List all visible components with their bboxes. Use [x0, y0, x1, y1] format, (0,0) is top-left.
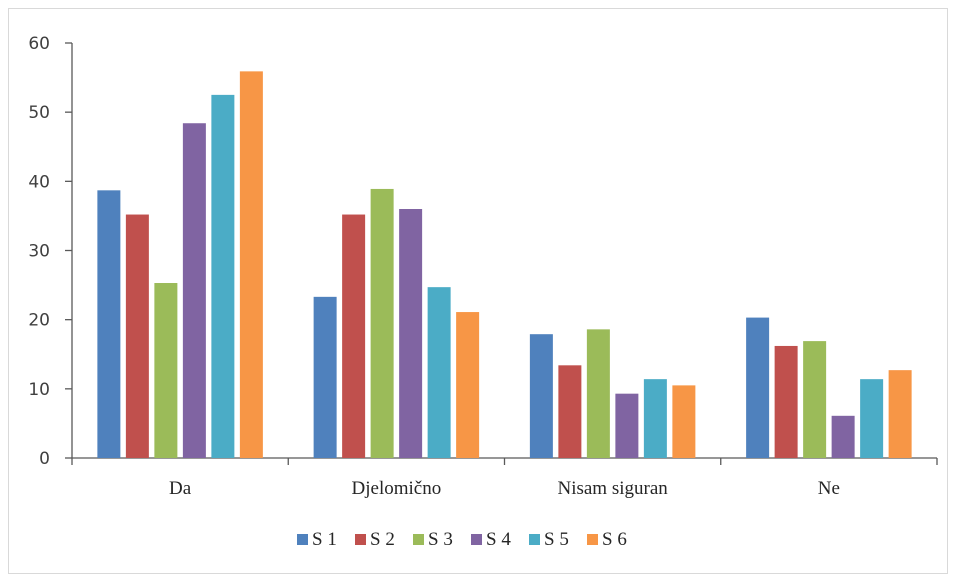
legend-item: S 5	[529, 529, 569, 550]
legend-swatch	[587, 534, 598, 545]
legend-label: S 1	[312, 529, 337, 550]
bar	[399, 209, 423, 458]
y-tick-label: 30	[28, 242, 50, 262]
bar	[615, 393, 639, 458]
bar	[342, 214, 366, 458]
bar	[97, 190, 121, 458]
legend-item: S 2	[355, 529, 395, 550]
bar	[456, 312, 480, 458]
legend: S 1 S 2 S 3 S 4 S 5 S 6	[297, 529, 627, 550]
bar	[182, 123, 206, 458]
legend-item: S 6	[587, 529, 627, 550]
legend-item: S 4	[471, 529, 511, 550]
bar	[211, 94, 235, 458]
x-tick-label: Ne	[818, 478, 840, 499]
bar	[803, 341, 827, 458]
bar	[643, 379, 667, 458]
legend-swatch	[413, 534, 424, 545]
y-tick-label: 0	[39, 449, 50, 469]
legend-swatch	[529, 534, 540, 545]
bar	[313, 296, 337, 458]
bar	[586, 329, 610, 458]
bar	[860, 379, 884, 458]
legend-label: S 2	[370, 529, 395, 550]
y-tick-label: 10	[28, 380, 50, 400]
y-tick-label: 20	[28, 311, 50, 331]
legend-label: S 3	[428, 529, 453, 550]
legend-swatch	[355, 534, 366, 545]
bar	[774, 345, 798, 458]
bar	[888, 370, 912, 458]
y-tick-label: 50	[28, 103, 50, 123]
legend-label: S 5	[544, 529, 569, 550]
legend-item: S 3	[413, 529, 453, 550]
legend-label: S 6	[602, 529, 627, 550]
bar	[746, 317, 770, 458]
x-tick-label: Nisam siguran	[557, 478, 668, 499]
y-axis: 0 10 20 30 40 50 60	[28, 34, 73, 469]
bar	[125, 214, 149, 458]
bar	[831, 415, 855, 458]
legend-label: S 4	[486, 529, 511, 550]
y-tick-label: 60	[28, 34, 50, 54]
x-tick-label: Da	[169, 478, 192, 499]
bar	[672, 385, 696, 458]
x-tick-label: Djelomično	[352, 478, 442, 499]
bar	[239, 71, 263, 458]
bar	[154, 283, 178, 458]
bar	[427, 287, 451, 458]
bar	[529, 334, 553, 458]
bars	[97, 71, 912, 459]
bar	[370, 188, 394, 459]
legend-swatch	[471, 534, 482, 545]
bar	[558, 365, 582, 458]
x-axis: Da Djelomično Nisam siguran Ne	[71, 457, 938, 499]
y-tick-label: 40	[28, 172, 50, 192]
legend-swatch	[297, 534, 308, 545]
legend-item: S 1	[297, 529, 337, 550]
